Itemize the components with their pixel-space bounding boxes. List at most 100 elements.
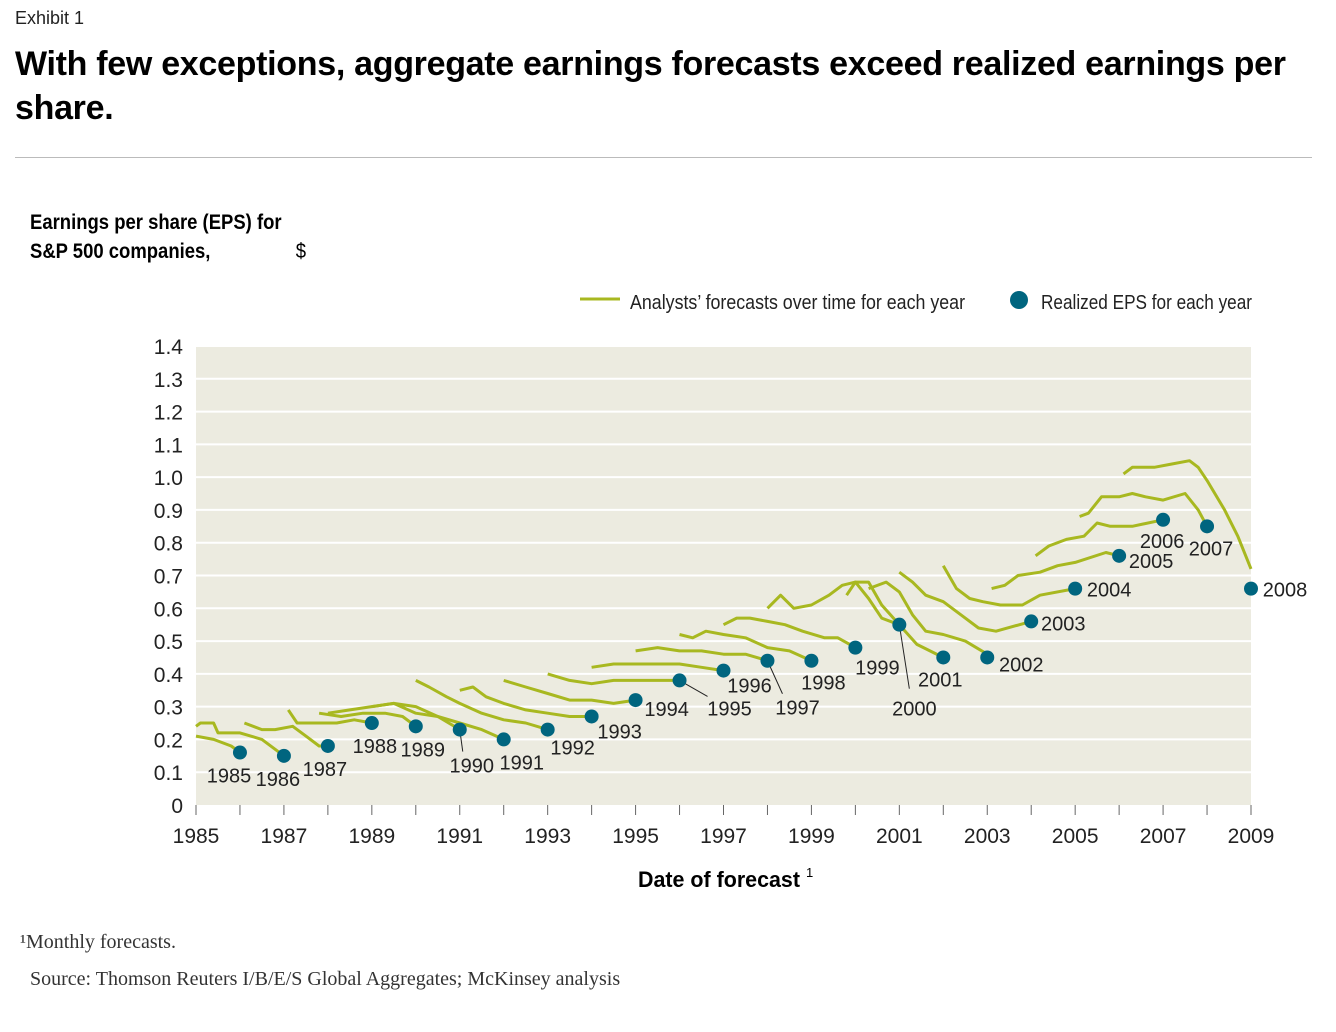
realized-point-2003 bbox=[1024, 614, 1039, 629]
point-label-1986: 1986 bbox=[256, 769, 301, 791]
realized-point-1991 bbox=[496, 732, 511, 747]
realized-point-2001 bbox=[936, 650, 951, 665]
point-label-1988: 1988 bbox=[353, 736, 398, 758]
x-tick-label: 2001 bbox=[876, 825, 923, 848]
point-label-2007: 2007 bbox=[1189, 538, 1234, 560]
x-axis-title: Date of forecast bbox=[638, 867, 801, 892]
forecast-line-2000 bbox=[766, 580, 900, 627]
forecast-line-1988 bbox=[287, 709, 373, 725]
realized-point-2002 bbox=[980, 650, 995, 665]
x-tick-label: 2007 bbox=[1140, 825, 1187, 848]
x-tick-label: 1985 bbox=[173, 825, 220, 848]
legend-forecast-label: Analysts’ forecasts over time for each y… bbox=[630, 292, 965, 314]
realized-point-2008 bbox=[1244, 581, 1258, 596]
forecast-line-2002 bbox=[868, 580, 989, 656]
y-tick-label: 1.2 bbox=[154, 402, 183, 425]
realized-point-1995 bbox=[672, 673, 687, 688]
forecast-line-1986 bbox=[195, 721, 285, 758]
realized-point-1986 bbox=[276, 748, 291, 763]
x-tick-label: 2005 bbox=[1052, 825, 1099, 848]
legend-realized-swatch bbox=[1010, 291, 1028, 309]
forecast-line-2007 bbox=[1079, 492, 1209, 528]
forecast-line-1999 bbox=[722, 616, 857, 649]
point-label-1994: 1994 bbox=[644, 699, 689, 721]
y-tick-label: 0 bbox=[171, 795, 183, 818]
point-label-2008: 2008 bbox=[1263, 580, 1308, 602]
forecast-line-1994 bbox=[503, 678, 636, 705]
y-tick-label: 1.1 bbox=[154, 434, 183, 457]
realized-point-1999 bbox=[848, 640, 863, 655]
forecast-line-1997 bbox=[635, 646, 768, 663]
point-label-2003: 2003 bbox=[1041, 613, 1086, 635]
realized-point-2000 bbox=[892, 617, 907, 632]
x-tick-label: 1991 bbox=[436, 825, 483, 848]
realized-point-1992 bbox=[540, 722, 555, 737]
x-tick-label: 1987 bbox=[261, 825, 308, 848]
point-label-2002: 2002 bbox=[999, 654, 1044, 676]
y-tick-label: 0.3 bbox=[154, 697, 183, 720]
forecast-line-1987 bbox=[243, 721, 328, 748]
forecast-line-2005 bbox=[991, 551, 1120, 591]
forecast-line-1991 bbox=[371, 701, 505, 741]
realized-points bbox=[232, 512, 1258, 763]
forecast-line-2008 bbox=[1122, 459, 1253, 570]
realized-point-2007 bbox=[1200, 519, 1215, 534]
y-tick-label: 0.8 bbox=[154, 533, 183, 556]
point-label-1990: 1990 bbox=[450, 756, 495, 778]
point-label-1997: 1997 bbox=[775, 698, 820, 720]
point-label-1995: 1995 bbox=[707, 698, 752, 720]
leader-line-2000 bbox=[898, 624, 910, 689]
y-axis-title-text: Earnings per share (EPS) for S&P 500 com… bbox=[30, 211, 282, 263]
realized-point-2005 bbox=[1112, 548, 1127, 563]
footnote: ¹Monthly forecasts. bbox=[20, 931, 176, 953]
y-tick-label: 1.3 bbox=[154, 369, 183, 392]
realized-point-1985 bbox=[232, 745, 247, 760]
x-tick-label: 2003 bbox=[964, 825, 1011, 848]
y-tick-label: 1.0 bbox=[154, 467, 183, 490]
forecast-line-1996 bbox=[591, 662, 724, 673]
y-tick-label: 0.2 bbox=[154, 729, 183, 752]
axes: 0 0.1 0.2 0.3 0.4 0.5 0.6 0.7 0.8 0.9 1.0 1.1 1.2 1.3… bbox=[154, 336, 1275, 848]
y-axis-unit: $ bbox=[295, 240, 307, 263]
realized-point-1990 bbox=[452, 722, 467, 737]
legend: Analysts’ forecasts over time for each y… bbox=[580, 291, 1252, 314]
point-label-1993: 1993 bbox=[597, 721, 642, 743]
point-label-2004: 2004 bbox=[1087, 580, 1132, 602]
forecast-line-1992 bbox=[415, 679, 549, 732]
y-tick-label: 0.4 bbox=[154, 664, 184, 687]
x-tick-label: 1999 bbox=[788, 825, 835, 848]
legend-realized-label: Realized EPS for each year bbox=[1041, 292, 1252, 314]
exhibit-label: Exhibit 1 bbox=[15, 8, 85, 28]
y-tick-label: 0.7 bbox=[154, 566, 183, 589]
x-tick-label: 2009 bbox=[1228, 825, 1275, 848]
point-label-1985: 1985 bbox=[207, 766, 252, 788]
point-label-1989: 1989 bbox=[401, 739, 446, 761]
forecast-line-2006 bbox=[1034, 518, 1164, 558]
y-tick-label: 1.4 bbox=[154, 336, 184, 359]
y-tick-label: 0.9 bbox=[154, 500, 183, 523]
point-label-1992: 1992 bbox=[550, 738, 595, 760]
realized-point-1997 bbox=[760, 653, 775, 668]
x-tick-label: 1997 bbox=[700, 825, 747, 848]
realized-point-1993 bbox=[584, 709, 599, 724]
realized-point-1994 bbox=[628, 693, 643, 708]
y-tick-label: 0.6 bbox=[154, 598, 183, 621]
chart-title: With few exceptions, aggregate earnings … bbox=[15, 45, 1286, 127]
forecast-line-1993 bbox=[459, 685, 592, 718]
x-tick-label: 1995 bbox=[612, 825, 659, 848]
realized-point-1998 bbox=[804, 653, 819, 668]
forecast-line-2003 bbox=[898, 571, 1032, 633]
realized-point-1996 bbox=[716, 663, 731, 678]
realized-point-2004 bbox=[1068, 581, 1083, 596]
point-label-2001: 2001 bbox=[918, 669, 963, 691]
forecast-line-1998 bbox=[679, 629, 813, 663]
x-tick-label: 1993 bbox=[524, 825, 571, 848]
point-label-2006: 2006 bbox=[1140, 531, 1185, 553]
point-label-2005: 2005 bbox=[1129, 551, 1174, 573]
forecast-line-1995 bbox=[547, 672, 680, 686]
point-label-2000: 2000 bbox=[892, 699, 937, 721]
realized-point-1988 bbox=[364, 716, 379, 731]
forecast-line-2001 bbox=[845, 580, 944, 659]
